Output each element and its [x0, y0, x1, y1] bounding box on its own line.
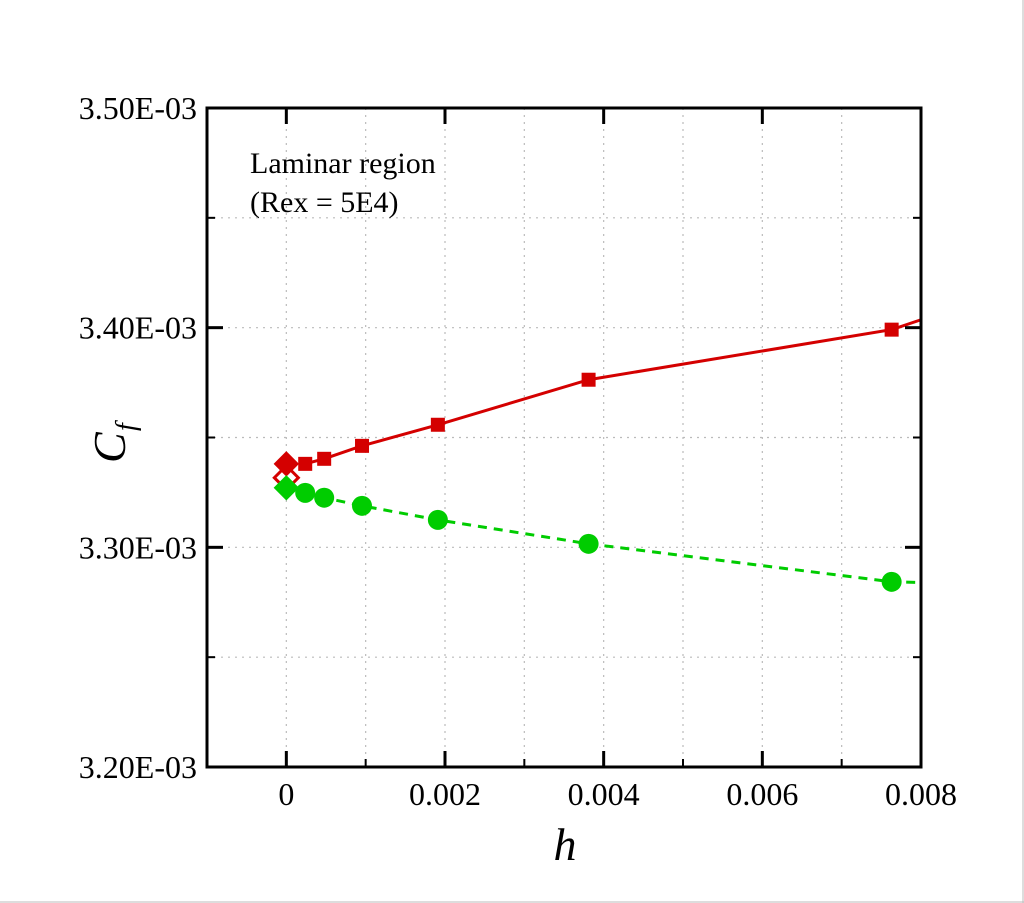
series-1-square-marker: [581, 372, 596, 387]
series-1-square-marker: [298, 456, 313, 471]
series-2-circle-marker: [352, 495, 373, 516]
y-tick-label: 3.50E-03: [79, 90, 197, 126]
series-2-line: [304, 491, 922, 584]
y-tick-label: 3.30E-03: [79, 529, 197, 565]
series-2-circle-marker: [295, 482, 316, 503]
series-1-square-marker: [317, 451, 332, 466]
annotation-line-2: (Rex = 5E4): [250, 186, 399, 219]
filled-diamond-marker: [273, 475, 300, 501]
series-1-square-marker: [884, 322, 899, 337]
x-tick-label: 0.004: [568, 776, 640, 812]
y-axis-label: C: [84, 431, 135, 463]
x-tick-label: 0.006: [726, 776, 798, 812]
series-2-circle-marker: [578, 533, 599, 554]
series-2-circle-marker: [881, 571, 902, 592]
x-tick-label: 0.002: [409, 776, 481, 812]
grid: [207, 108, 922, 767]
y-tick-label: 3.20E-03: [79, 749, 197, 785]
x-tick-label: 0.008: [885, 776, 957, 812]
series-2-circle-marker: [427, 509, 448, 530]
series-2-circle-marker: [314, 487, 335, 508]
series-layer: [272, 318, 922, 592]
y-tick-label: 3.40E-03: [79, 310, 197, 346]
y-axis-label-subscript: f: [111, 420, 142, 431]
ticks: 0 0.002 0.004 0.006 0.008 3.20E-03 3.30E-03 3.4…: [79, 90, 957, 812]
series-1-line: [304, 318, 922, 466]
annotation-line-1: Laminar region: [250, 147, 436, 180]
x-axis-label: h: [554, 819, 577, 870]
x-tick-label: 0: [278, 776, 294, 812]
series-1-square-marker: [355, 438, 370, 453]
series-1-square-marker: [430, 417, 445, 432]
